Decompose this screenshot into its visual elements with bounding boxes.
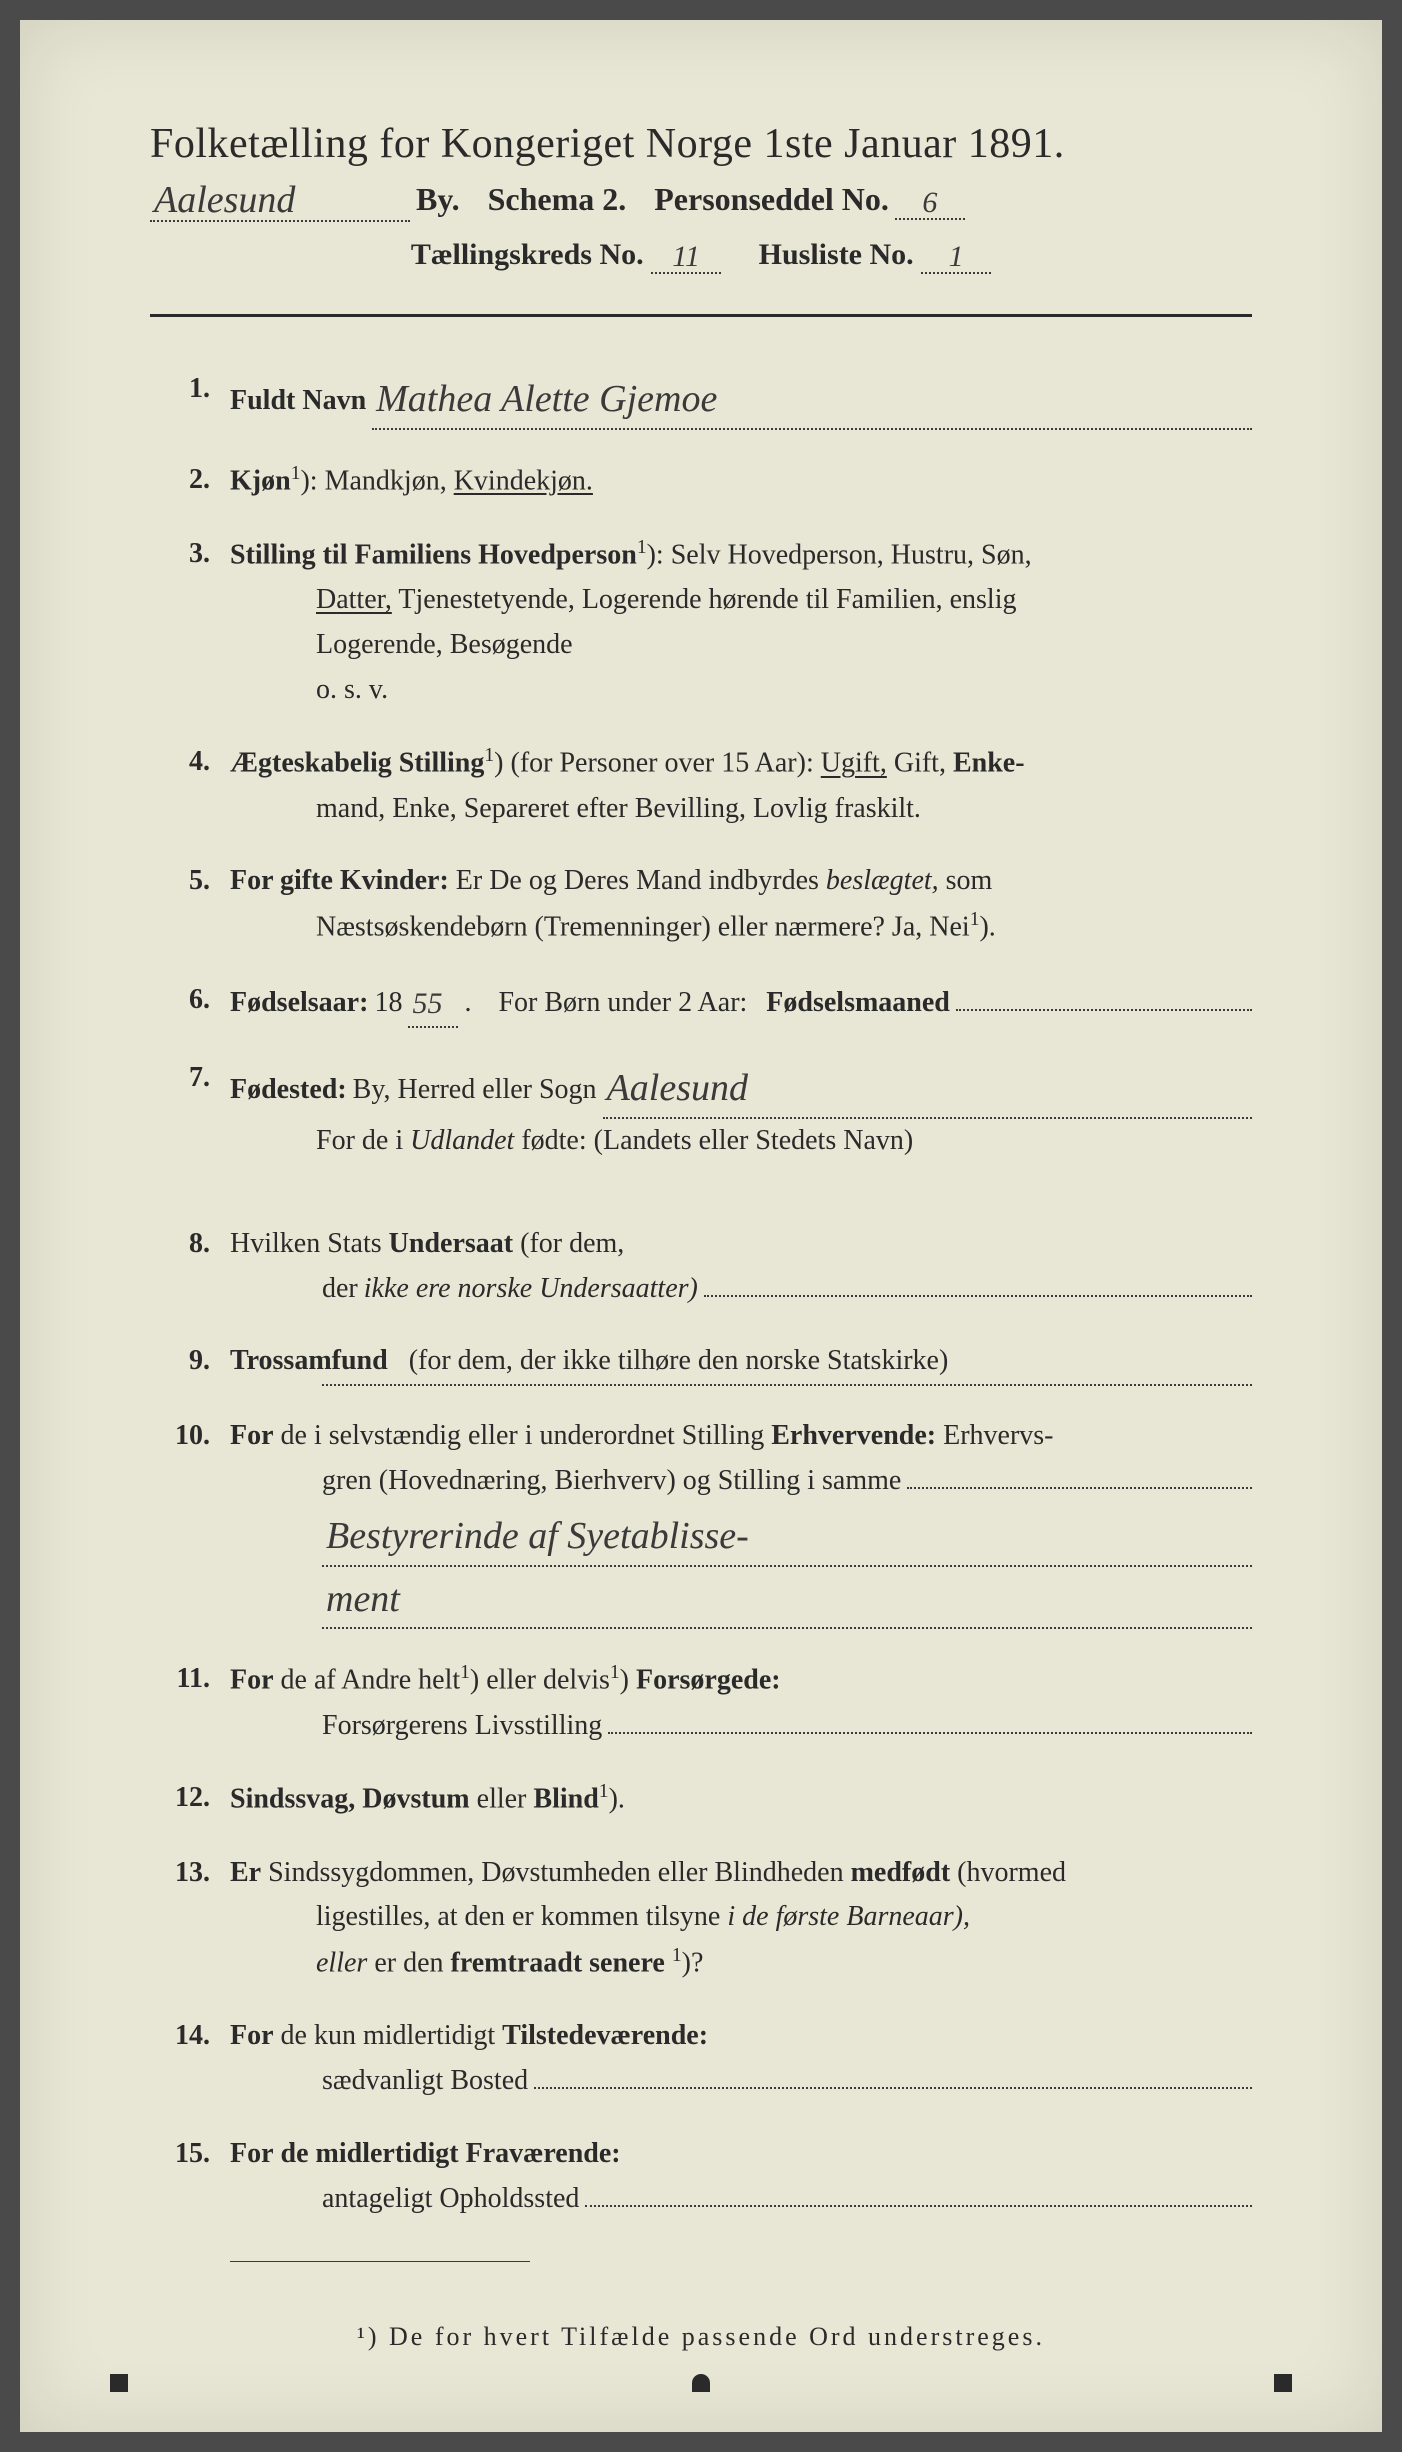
pin-icon	[110, 2374, 128, 2392]
item-7: 7. Fødested: By, Herred eller Sogn Aales…	[170, 1056, 1252, 1164]
item-5: 5. For gifte Kvinder: Er De og Deres Man…	[170, 859, 1252, 950]
item-6: 6. Fødselsaar: 1855. For Børn under 2 Aa…	[170, 978, 1252, 1028]
birth-year: 55	[412, 987, 442, 1020]
main-title: Folketælling for Kongeriget Norge 1ste J…	[150, 120, 1252, 168]
divider	[150, 314, 1252, 317]
footnote-rule	[230, 2261, 530, 2262]
relation-selected: Datter,	[316, 584, 392, 615]
document-page: Folketælling for Kongeriget Norge 1ste J…	[20, 20, 1382, 2432]
item-8: 8. Hvilken Stats Undersaat (for dem, der…	[170, 1222, 1252, 1312]
sex-selected: Kvindekjøn.	[454, 465, 593, 496]
item-9: 9. Trossamfund (for dem, der ikke tilhør…	[170, 1339, 1252, 1386]
birthplace-value: Aalesund	[607, 1067, 748, 1109]
pin-icon	[1274, 2374, 1292, 2392]
husliste-no: 1	[949, 240, 964, 273]
marital-selected: Ugift,	[821, 748, 887, 779]
item-4: 4. Ægteskabelig Stilling1) (for Personer…	[170, 740, 1252, 831]
personseddel-label: Personseddel No.	[654, 181, 889, 218]
subtitle-line: Aalesund By. Schema 2. Personseddel No. …	[150, 176, 1252, 222]
item-15: 15. For de midlertidigt Fraværende: anta…	[170, 2132, 1252, 2222]
item-13: 13. Er Sindssygdommen, Døvstumheden elle…	[170, 1851, 1252, 1987]
item-3: 3. Stilling til Familiens Hovedperson1):…	[170, 532, 1252, 713]
item-2: 2. Kjøn1): Mandkjøn, Kvindekjøn.	[170, 458, 1252, 504]
personseddel-no: 6	[922, 186, 937, 219]
footnote: ¹) De for hvert Tilfælde passende Ord un…	[150, 2322, 1252, 2352]
name-value: Mathea Alette Gjemoe	[376, 378, 717, 420]
schema-label: Schema 2.	[488, 181, 627, 218]
item-10: 10. For de i selvstændig eller i underor…	[170, 1414, 1252, 1629]
item-1: 1. Fuldt Navn Mathea Alette Gjemoe	[170, 367, 1252, 430]
occupation-value-2: ment	[326, 1578, 400, 1620]
city-handwritten: Aalesund	[154, 179, 295, 221]
occupation-value: Bestyrerinde af Syetablisse-	[326, 1515, 749, 1557]
item-14: 14. For de kun midlertidigt Tilstedevære…	[170, 2014, 1252, 2104]
item-11: 11. For de af Andre helt1) eller delvis1…	[170, 1657, 1252, 1748]
item-12: 12. Sindssvag, Døvstum eller Blind1).	[170, 1776, 1252, 1822]
by-label: By.	[416, 181, 460, 218]
pin-icon	[692, 2374, 710, 2392]
third-line: Tællingskreds No. 11 Husliste No. 1	[150, 238, 1252, 274]
kreds-no: 11	[672, 240, 700, 273]
form-items: 1. Fuldt Navn Mathea Alette Gjemoe 2. Kj…	[150, 367, 1252, 2221]
